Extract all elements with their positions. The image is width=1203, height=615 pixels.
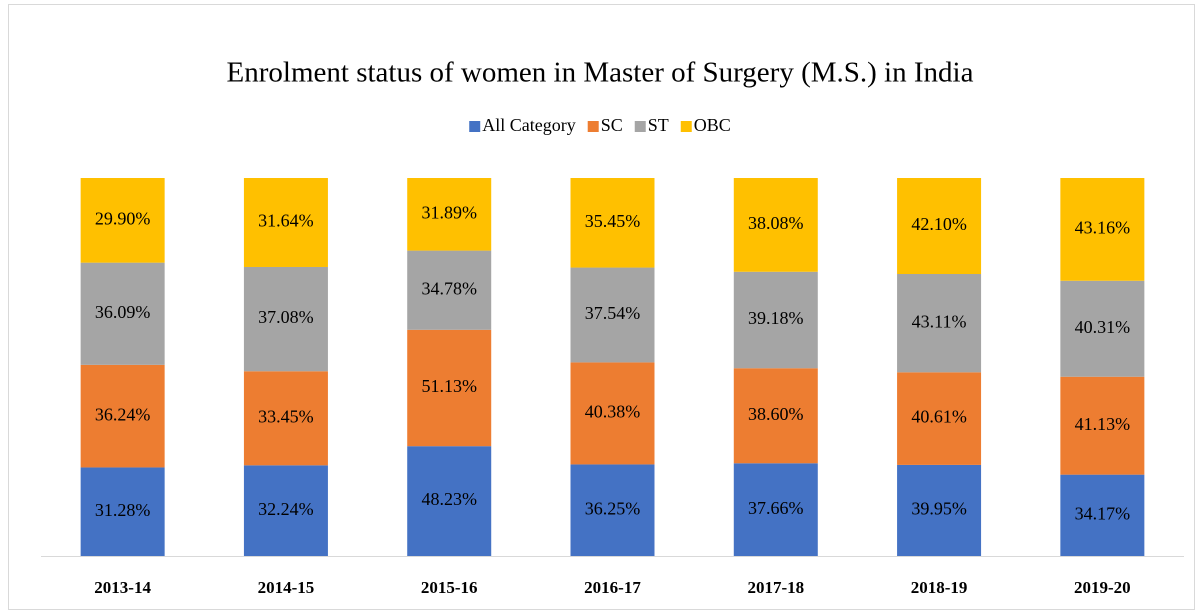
bar-segment <box>733 463 818 556</box>
bar-segment <box>897 178 982 274</box>
x-tick-label: 2017-18 <box>747 578 804 597</box>
x-tick-label: 2014-15 <box>258 578 315 597</box>
bar-segment <box>897 464 982 556</box>
data-label: 37.54% <box>585 303 641 323</box>
legend-label: OBC <box>694 115 731 135</box>
data-label: 32.24% <box>258 499 314 519</box>
data-label: 36.09% <box>95 302 151 322</box>
data-label: 36.24% <box>95 404 151 424</box>
data-label: 29.90% <box>95 208 151 228</box>
data-label: 51.13% <box>421 376 477 396</box>
legend-swatch <box>680 121 692 132</box>
data-label: 35.45% <box>585 211 641 231</box>
chart-title: Enrolment status of women in Master of S… <box>227 57 974 89</box>
bar-segment <box>570 362 655 465</box>
data-label: 39.18% <box>748 308 804 328</box>
data-label: 37.08% <box>258 307 314 327</box>
data-label: 43.11% <box>912 311 967 331</box>
bar-segment <box>80 178 165 263</box>
x-tick-label: 2015-16 <box>421 578 478 597</box>
bar-segment <box>733 368 818 464</box>
legend-swatch <box>469 121 481 132</box>
bar-segment <box>570 178 655 268</box>
legend-swatch <box>587 121 599 132</box>
legend-swatch <box>634 121 646 132</box>
data-label: 38.08% <box>748 213 804 233</box>
data-label: 40.61% <box>911 407 967 427</box>
data-label: 42.10% <box>911 214 967 234</box>
bar-segment <box>1060 474 1145 556</box>
legend-label: SC <box>601 115 623 135</box>
bar-segment <box>1060 280 1145 377</box>
data-label: 43.16% <box>1075 218 1131 238</box>
bar-segment <box>80 364 165 468</box>
data-label: 40.38% <box>585 402 641 422</box>
legend: All Category SC ST OBC <box>469 115 731 135</box>
data-label: 38.60% <box>748 404 804 424</box>
bar-segment <box>80 467 165 556</box>
bar-segment <box>407 250 492 330</box>
bar-segment <box>1060 376 1145 475</box>
data-label: 48.23% <box>421 489 477 509</box>
x-tick-label: 2013-14 <box>94 578 151 597</box>
legend-label: All Category <box>482 115 575 135</box>
x-tick-label: 2016-17 <box>584 578 641 597</box>
bar-segment <box>570 464 655 556</box>
x-tick-label: 2019-20 <box>1074 578 1131 597</box>
data-label: 34.17% <box>1075 503 1131 523</box>
bar-segment <box>570 267 655 363</box>
data-label: 37.66% <box>748 498 804 518</box>
bar-segment <box>80 262 165 365</box>
bar-segment <box>897 273 982 373</box>
bar-segment <box>407 329 492 447</box>
bar-segment <box>243 266 328 372</box>
x-tick-label: 2018-19 <box>911 578 968 597</box>
data-label: 41.13% <box>1075 414 1131 434</box>
data-label: 31.64% <box>258 211 314 231</box>
bar-segment <box>733 178 818 272</box>
data-label: 31.28% <box>95 500 151 520</box>
data-label: 31.89% <box>421 202 477 222</box>
legend-label: ST <box>648 115 669 135</box>
bar-segment <box>733 271 818 369</box>
bar-segment <box>897 372 982 465</box>
bar-segment <box>407 178 492 251</box>
data-label: 34.78% <box>421 278 477 298</box>
bar-segment <box>407 446 492 556</box>
data-label: 36.25% <box>585 498 641 518</box>
bar-segment <box>243 178 328 267</box>
bar-segment <box>1060 178 1145 281</box>
bar-segment <box>243 465 328 556</box>
data-label: 39.95% <box>911 499 967 519</box>
data-label: 33.45% <box>258 406 314 426</box>
bar-segment <box>243 371 328 466</box>
data-label: 40.31% <box>1075 317 1131 337</box>
